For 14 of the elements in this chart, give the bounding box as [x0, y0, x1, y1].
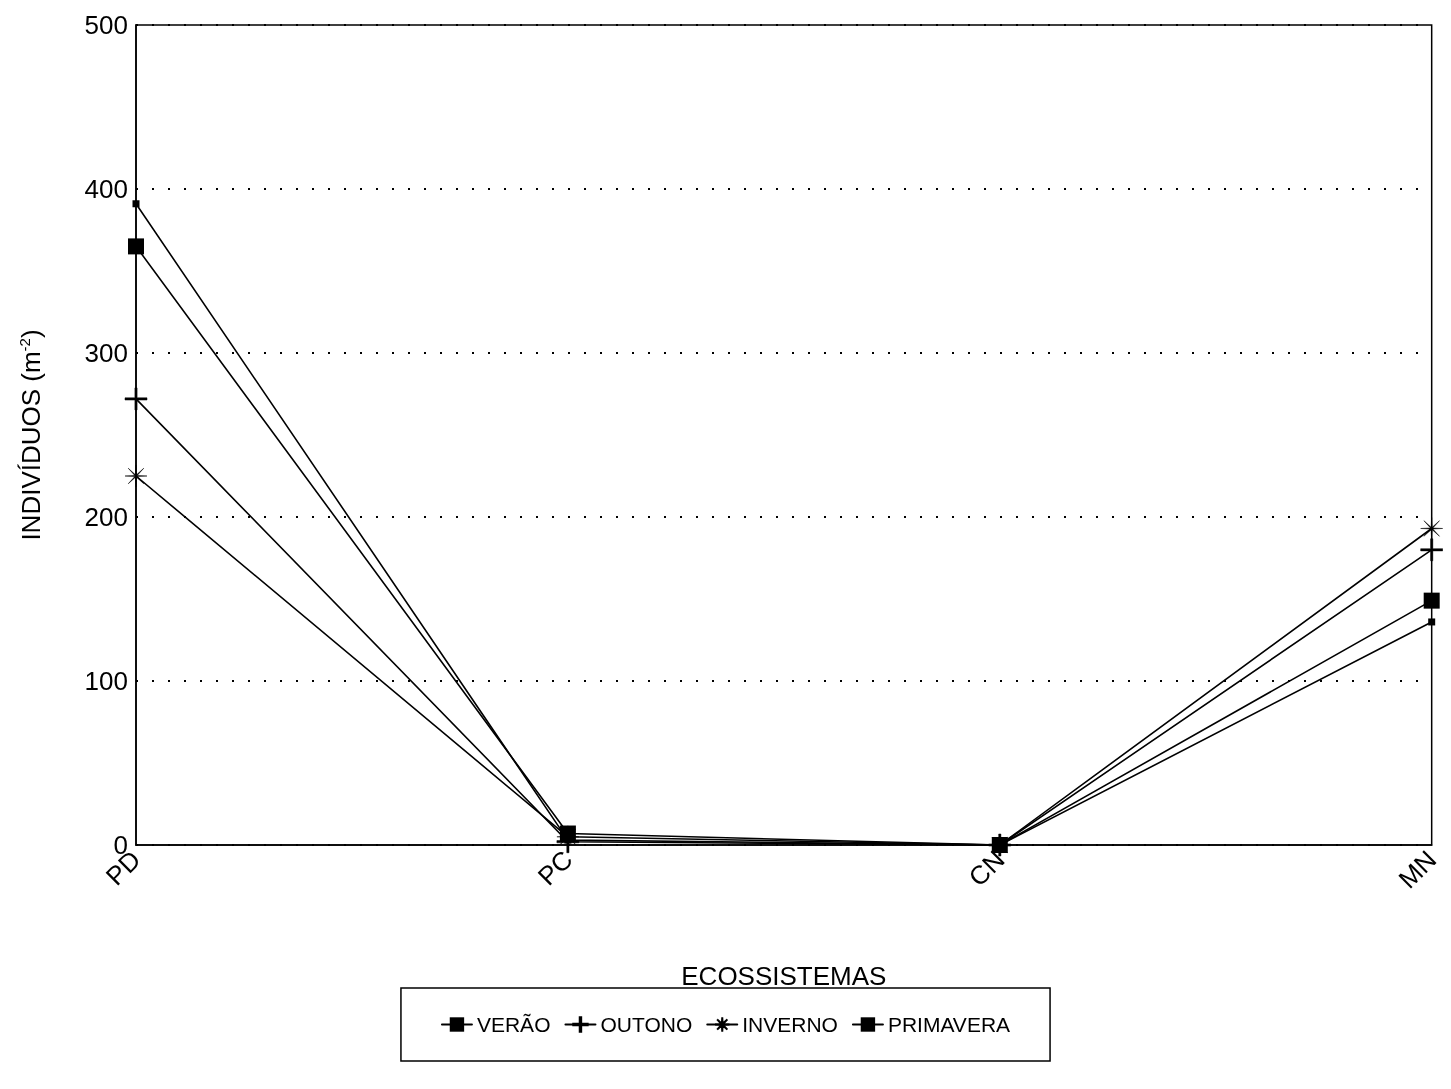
x-axis-title: ECOSSISTEMAS: [681, 961, 887, 991]
x-tick-label: CN: [962, 844, 1011, 893]
y-tick-label: 300: [84, 338, 128, 368]
legend-label: OUTONO: [600, 1013, 693, 1036]
y-tick-label: 100: [84, 666, 128, 696]
y-tick-label: 500: [84, 10, 128, 40]
legend-label: INVERNO: [742, 1013, 838, 1036]
y-axis-title: INDIVÍDUOS (m-2): [15, 329, 46, 541]
legend-label: VERÃO: [476, 1013, 551, 1036]
legend-label: PRIMAVERA: [887, 1013, 1011, 1036]
x-tick-label: MN: [1392, 844, 1443, 895]
y-tick-label: 400: [84, 174, 128, 204]
y-tick-label: 200: [84, 502, 128, 532]
x-tick-label: PC: [531, 844, 579, 892]
